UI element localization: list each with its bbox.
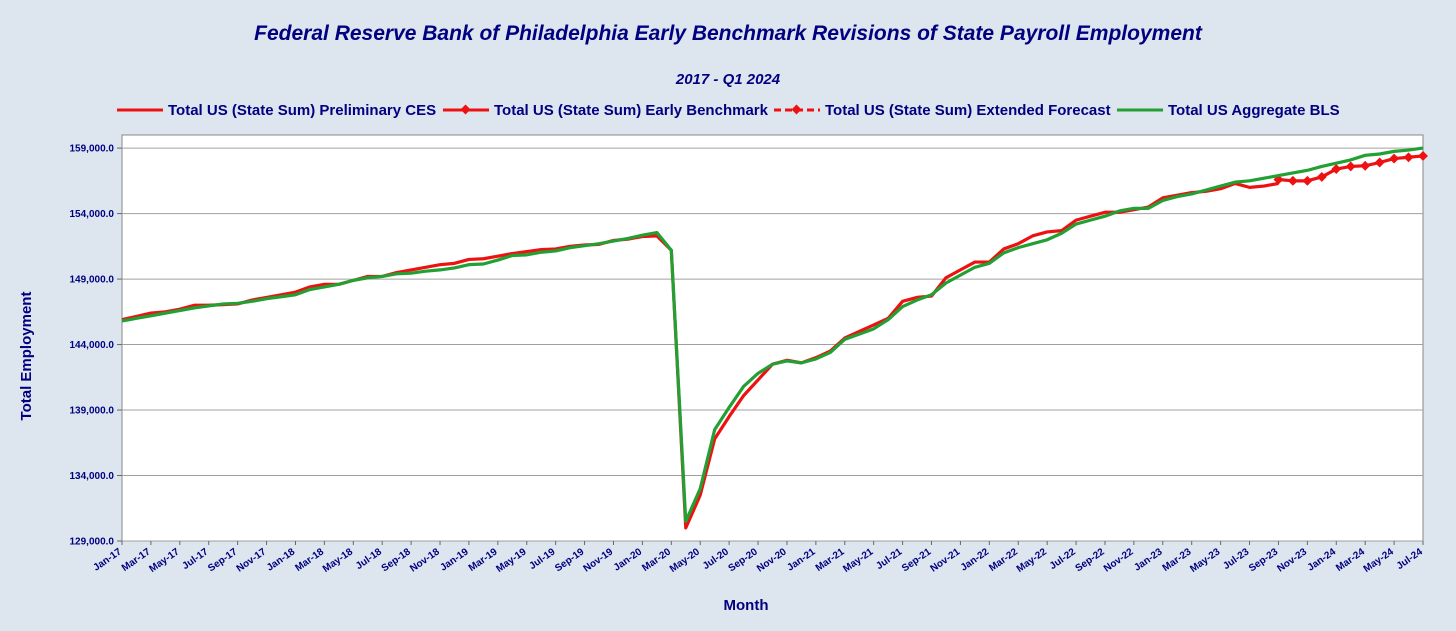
- series-marker-1: [1403, 152, 1414, 163]
- legend-item-extended-forecast: Total US (State Sum) Extended Forecast: [774, 102, 1111, 119]
- x-tick-label: Jul-17: [180, 546, 210, 572]
- series-marker-1: [1316, 171, 1327, 182]
- legend-marker-extended-forecast: [791, 104, 802, 115]
- x-tick-label: Jul-23: [1221, 546, 1251, 572]
- series-marker-1: [1360, 160, 1371, 171]
- x-axis: Jan-17Mar-17May-17Jul-17Sep-17Nov-17Jan-…: [91, 541, 1425, 575]
- x-tick-label: May-24: [1362, 546, 1396, 575]
- legend: Total US (State Sum) Preliminary CES Tot…: [117, 102, 1340, 119]
- legend-item-aggregate-bls: Total US Aggregate BLS: [1117, 102, 1340, 119]
- x-tick-label: Jan-21: [785, 546, 818, 573]
- series-marker-1: [1418, 151, 1428, 161]
- x-tick-label: Jan-17: [91, 546, 124, 573]
- x-tick-label: Jan-20: [612, 546, 645, 573]
- x-tick-label: May-21: [841, 546, 875, 575]
- legend-marker-early-benchmark: [460, 104, 471, 115]
- x-tick-label: Mar-24: [1334, 546, 1367, 574]
- y-tick-label: 154,000.0: [70, 209, 115, 220]
- x-tick-label: Sep-17: [206, 546, 240, 574]
- x-tick-label: May-20: [668, 546, 702, 575]
- series-marker-1: [1287, 175, 1298, 186]
- x-tick-label: May-23: [1188, 546, 1222, 575]
- x-tick-label: Jan-19: [438, 546, 471, 573]
- legend-label-extended-forecast: Total US (State Sum) Extended Forecast: [825, 102, 1111, 119]
- x-tick-label: Mar-17: [120, 546, 153, 574]
- x-tick-label: Sep-20: [727, 546, 761, 574]
- x-tick-label: Jul-18: [354, 546, 384, 572]
- x-axis-title: Month: [724, 597, 769, 614]
- series-marker-1: [1345, 161, 1356, 172]
- series-marker-1: [1389, 153, 1400, 164]
- legend-label-preliminary: Total US (State Sum) Preliminary CES: [168, 102, 436, 119]
- y-tick-label: 159,000.0: [70, 144, 115, 155]
- x-tick-label: Jul-21: [874, 546, 904, 572]
- x-tick-label: Mar-23: [1161, 546, 1194, 574]
- grid: [122, 147, 1423, 542]
- x-tick-label: Mar-20: [640, 546, 673, 574]
- x-tick-label: Sep-19: [553, 546, 587, 574]
- x-tick-label: Sep-21: [900, 546, 934, 574]
- x-tick-label: Jan-23: [1132, 546, 1165, 573]
- x-tick-label: Jan-22: [959, 546, 992, 573]
- y-axis-title: Total Employment: [18, 292, 35, 421]
- x-tick-label: Nov-18: [408, 546, 442, 574]
- chart-subtitle: 2017 - Q1 2024: [675, 71, 781, 88]
- y-tick-label: 139,000.0: [70, 406, 115, 417]
- x-tick-label: Jul-24: [1395, 546, 1425, 572]
- x-tick-label: Jul-19: [527, 546, 557, 572]
- series-line-0: [121, 181, 1279, 530]
- y-axis: 129,000.0 134,000.0 139,000.0 144,000.0 149,…: [70, 144, 122, 548]
- x-tick-label: Mar-18: [293, 546, 326, 574]
- x-tick-label: Mar-22: [987, 546, 1020, 574]
- y-tick-label: 149,000.0: [70, 275, 115, 286]
- legend-item-preliminary: Total US (State Sum) Preliminary CES: [117, 102, 436, 119]
- x-tick-label: Jan-24: [1306, 546, 1339, 573]
- x-tick-label: May-18: [321, 546, 355, 575]
- x-tick-label: Nov-17: [235, 546, 269, 574]
- plot-area: [121, 134, 1424, 542]
- x-tick-label: Jul-22: [1048, 546, 1078, 572]
- y-tick-label: 129,000.0: [70, 537, 115, 548]
- series-marker-1: [1331, 164, 1342, 175]
- legend-item-early-benchmark: Total US (State Sum) Early Benchmark: [443, 102, 769, 119]
- x-tick-label: Nov-23: [1275, 546, 1309, 574]
- x-tick-label: Mar-21: [814, 546, 847, 574]
- x-tick-label: Jul-20: [701, 546, 731, 572]
- y-tick-label: 134,000.0: [70, 471, 115, 482]
- x-tick-label: Sep-23: [1247, 546, 1281, 574]
- x-tick-label: Sep-22: [1074, 546, 1108, 574]
- legend-label-aggregate-bls: Total US Aggregate BLS: [1168, 102, 1340, 119]
- x-tick-label: Sep-18: [380, 546, 414, 574]
- x-tick-label: Jan-18: [265, 546, 298, 573]
- x-tick-label: Nov-21: [929, 546, 963, 574]
- series-line-3: [121, 146, 1424, 523]
- series-group: [121, 146, 1428, 530]
- series-marker-1: [1302, 175, 1313, 186]
- x-tick-label: Mar-19: [467, 546, 500, 574]
- legend-label-early-benchmark: Total US (State Sum) Early Benchmark: [494, 102, 769, 119]
- x-tick-label: May-19: [494, 546, 528, 575]
- x-tick-label: Nov-20: [755, 546, 789, 574]
- x-tick-label: May-17: [147, 546, 181, 575]
- series-marker-1: [1374, 157, 1385, 168]
- y-tick-label: 144,000.0: [70, 340, 115, 351]
- chart-title: Federal Reserve Bank of Philadelphia Ear…: [254, 22, 1203, 45]
- x-tick-label: May-22: [1015, 546, 1049, 575]
- x-tick-label: Nov-22: [1102, 546, 1136, 574]
- x-tick-label: Nov-19: [582, 546, 616, 574]
